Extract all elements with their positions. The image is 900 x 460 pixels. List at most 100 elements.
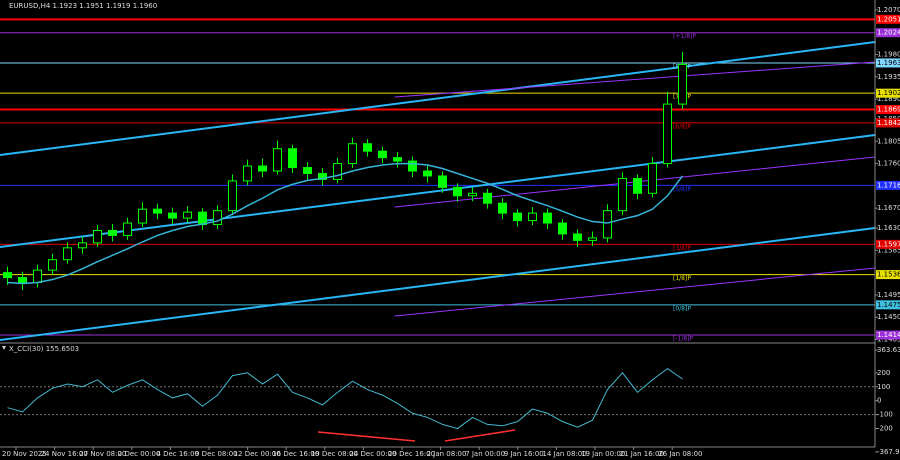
divergence-line	[317, 431, 416, 442]
level-label: 1.1536	[877, 271, 900, 279]
candle-body	[108, 229, 117, 236]
level-label: 1.1963	[877, 59, 900, 67]
candle-body	[318, 172, 327, 180]
level-label-box	[876, 270, 900, 280]
y-tick-label: 100	[877, 383, 890, 391]
candle-body	[303, 167, 312, 174]
level-tag: [1/8]P	[673, 275, 691, 282]
x-tick-label: 29 Dec 16:00	[388, 450, 435, 458]
candle-body	[588, 237, 597, 241]
candle-body	[333, 163, 342, 180]
level-label-box	[876, 300, 900, 310]
candle-body	[468, 192, 477, 197]
level-label: 1.2024	[877, 29, 900, 37]
x-tick-label: 9 Jan 16:00	[504, 450, 544, 458]
candle-body	[483, 192, 492, 204]
y-tick-label: 1.1670	[877, 204, 900, 212]
candle-body	[513, 212, 522, 222]
candle-body	[348, 143, 357, 165]
x-tick-label: 12 Dec 00:00	[234, 450, 281, 458]
candle-body	[153, 208, 162, 214]
y-tick-label: 1.1805	[877, 137, 900, 145]
candle-body	[603, 210, 612, 239]
trend-line	[0, 134, 876, 248]
candle-body	[288, 148, 297, 169]
candle-body	[453, 186, 462, 197]
level-label-box	[876, 180, 900, 190]
level-tag: [0/8]P	[673, 305, 691, 312]
x-tick-label: 24 Nov 16:00	[41, 450, 88, 458]
candle-body	[663, 103, 672, 165]
candle-body	[168, 212, 177, 219]
candle-body	[528, 212, 537, 222]
level-label: 1.1902	[877, 89, 900, 97]
y-tick-label: 363.6356	[877, 346, 900, 354]
divergence-line	[444, 429, 516, 442]
trend-line	[394, 267, 876, 317]
candle-body	[63, 247, 72, 261]
level-label: 1.1597	[877, 240, 900, 248]
x-tick-label: 19 Dec 08:00	[311, 450, 358, 458]
level-label: 1.1414	[877, 331, 900, 339]
level-tag: [-1/8]P	[673, 336, 694, 343]
candle-body	[618, 177, 627, 212]
trend-line	[0, 41, 876, 156]
candle-body	[363, 143, 372, 152]
y-tick-label: 1.1585	[877, 246, 900, 254]
candle-body	[558, 222, 567, 235]
level-label-box	[876, 239, 900, 249]
trend-line	[394, 61, 876, 98]
y-tick-label: 1.1450	[877, 313, 900, 321]
level-label-box	[876, 105, 900, 115]
candle-body	[438, 175, 447, 188]
candle-body	[213, 210, 222, 226]
cci-line	[7, 368, 683, 430]
candle-body	[3, 272, 12, 279]
x-tick-label: 27 Nov 08:00	[79, 450, 126, 458]
chart-title: EURUSD,H4 1.1923 1.1951 1.1919 1.1960	[9, 2, 157, 10]
y-tick-label: -200	[877, 425, 893, 433]
y-tick-label: 1.1935	[877, 73, 900, 81]
candle-body	[198, 211, 207, 226]
level-tag: [+1/8]P	[673, 33, 696, 40]
candle-body	[33, 269, 42, 284]
level-label-box	[876, 14, 900, 24]
y-tick-label: 1.1630	[877, 224, 900, 232]
candle-body	[48, 259, 57, 271]
moving-average	[7, 162, 684, 285]
level-tag: [5/8]P	[673, 186, 691, 193]
level-label-box	[876, 28, 900, 38]
level-label: 1.1475	[877, 301, 900, 309]
candle-body	[678, 63, 687, 105]
x-tick-label: 2 Dec 00:00	[118, 450, 161, 458]
candle-body	[78, 242, 87, 249]
x-tick-label: 2 Jan 08:00	[427, 450, 467, 458]
y-tick-label: -367.960	[877, 448, 900, 456]
x-tick-label: 7 Jan 00:00	[465, 450, 505, 458]
candle-body	[378, 150, 387, 159]
level-label-box	[876, 88, 900, 98]
level-label-box	[876, 118, 900, 128]
candle-body	[408, 160, 417, 172]
indicator-icon	[2, 346, 6, 350]
candle-body	[423, 170, 432, 177]
x-tick-label: 9 Dec 08:00	[195, 450, 238, 458]
candle-body	[228, 180, 237, 212]
level-label-box	[876, 58, 900, 68]
x-tick-label: 21 Jan 16:00	[620, 450, 664, 458]
level-tag: [6/8]P	[673, 123, 691, 130]
candle-body	[273, 148, 282, 172]
y-tick-label: 1.1890	[877, 95, 900, 103]
candle-body	[393, 157, 402, 162]
y-tick-label: 1.2070	[877, 6, 900, 14]
level-label: 1.1869	[877, 106, 900, 114]
x-tick-label: 26 Jan 08:00	[658, 450, 702, 458]
y-tick-label: 1.1980	[877, 51, 900, 59]
x-tick-label: 19 Jan 00:00	[581, 450, 625, 458]
y-tick-label: 0	[877, 397, 881, 405]
candle-body	[498, 202, 507, 214]
x-tick-label: 4 Dec 16:00	[156, 450, 199, 458]
candle-body	[138, 208, 147, 224]
candle-body	[543, 212, 552, 224]
